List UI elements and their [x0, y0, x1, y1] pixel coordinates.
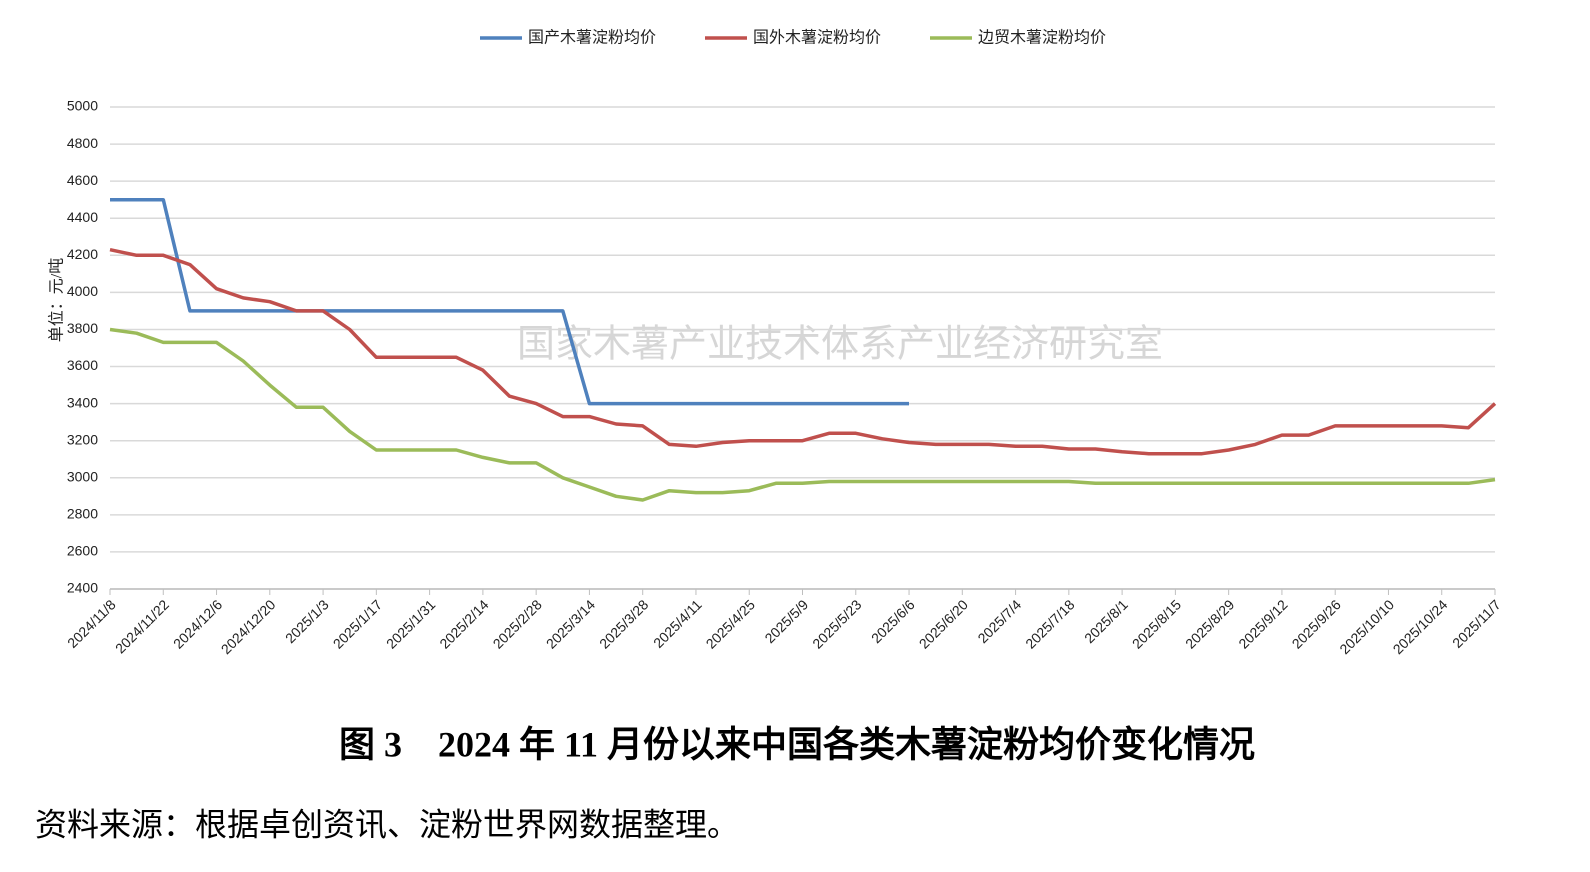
y-tick-label: 2600: [67, 543, 98, 559]
x-tick-label: 2025/1/3: [282, 596, 332, 646]
series-line: [109, 247, 1497, 456]
x-tick-label: 2025/8/1: [1081, 596, 1131, 646]
y-tick-label: 3000: [67, 468, 98, 484]
y-tick-label: 5000: [67, 98, 98, 114]
x-tick-label: 2025/11/7: [1449, 596, 1504, 651]
y-tick-label: 3400: [67, 394, 98, 410]
y-tick-label: 4000: [67, 283, 98, 299]
x-tick-label: 2025/10/10: [1336, 596, 1397, 657]
y-axis-label: 单位：元/吨: [48, 258, 66, 342]
x-tick-label: 2025/4/25: [703, 596, 759, 652]
x-tick-label: 2025/10/24: [1390, 596, 1451, 657]
x-tick-label: 2025/1/17: [330, 596, 386, 652]
y-tick-label: 4200: [67, 246, 98, 262]
x-tick-label: 2025/5/23: [809, 596, 865, 652]
y-tick-label: 2800: [67, 506, 98, 522]
y-tick-label: 4400: [67, 209, 98, 225]
chart-title: 图 3 2024 年 11 月份以来中国各类木薯淀粉均价变化情况: [339, 723, 1255, 764]
x-tick-label: 2024/11/22: [112, 596, 172, 656]
x-tick-label: 2025/2/14: [436, 596, 492, 652]
x-tick-label: 2025/3/14: [543, 596, 599, 652]
x-tick-label: 2025/9/12: [1235, 596, 1291, 652]
x-tick-label: 2025/3/28: [596, 596, 652, 652]
y-tick-label: 4600: [67, 172, 98, 188]
x-tick-label: 2024/12/6: [170, 596, 226, 652]
x-tick-label: 2025/7/18: [1022, 596, 1078, 652]
source-note: 资料来源：根据卓创资讯、淀粉世界网数据整理。: [35, 806, 739, 842]
y-tick-label: 3200: [67, 431, 98, 447]
x-tick-label: 2025/2/28: [490, 596, 546, 652]
legend-label: 国产木薯淀粉均价: [528, 29, 656, 47]
legend-label: 边贸木薯淀粉均价: [978, 29, 1106, 47]
y-tick-label: 3600: [67, 357, 98, 373]
x-tick-label: 2025/6/20: [916, 596, 972, 652]
x-tick-label: 2025/6/6: [868, 596, 918, 646]
x-tick-label: 2025/5/9: [761, 596, 811, 646]
y-tick-label: 4800: [67, 135, 98, 151]
x-tick-label: 2025/8/15: [1129, 596, 1185, 652]
x-tick-label: 2025/1/31: [383, 596, 439, 652]
series-line: [109, 327, 1496, 502]
x-tick-label: 2025/4/11: [650, 596, 705, 651]
x-tick-label: 2025/8/29: [1182, 596, 1238, 652]
x-tick-label: 2024/12/20: [218, 596, 279, 657]
legend-label: 国外木薯淀粉均价: [753, 29, 881, 47]
x-tick-label: 2025/7/4: [974, 596, 1024, 646]
x-tick-label: 2025/9/26: [1289, 596, 1345, 652]
x-tick-label: 2024/11/8: [64, 596, 119, 651]
watermark: 国家木薯产业技术体系产业经济研究室: [517, 324, 1163, 366]
series-line: [110, 197, 909, 406]
y-tick-label: 2400: [67, 580, 98, 596]
y-tick-label: 3800: [67, 320, 98, 336]
